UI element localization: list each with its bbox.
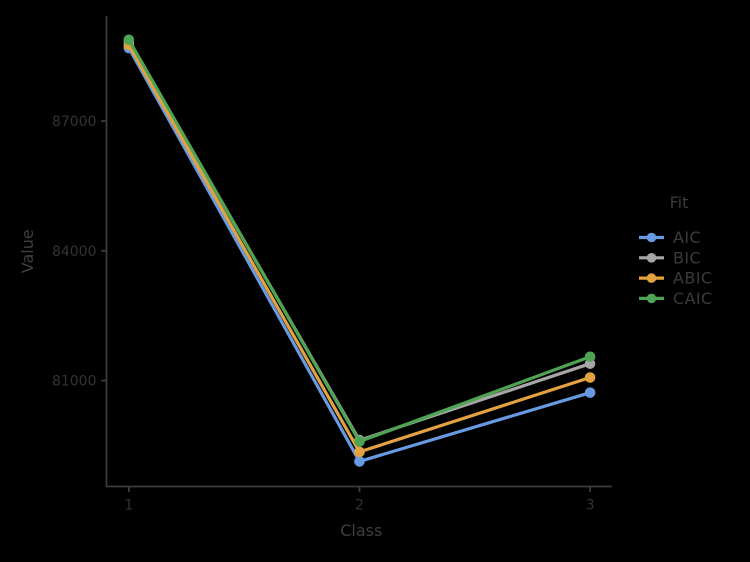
series-point-CAIC	[354, 436, 365, 447]
series-point-AIC	[354, 456, 365, 467]
legend-label-BIC: BIC	[673, 248, 701, 267]
legend-key-point-AIC	[646, 232, 657, 243]
series-point-ABIC	[354, 446, 365, 458]
y-tick-label: 81000	[52, 374, 97, 390]
series-point-AIC	[584, 387, 596, 398]
series-line-ABIC	[127, 43, 592, 454]
legend-title: Fit	[670, 193, 689, 212]
series-line-CAIC	[127, 38, 592, 444]
y-tick-label: 87000	[52, 114, 97, 130]
series-line-BIC	[127, 39, 592, 442]
y-axis-title: Value	[18, 229, 37, 273]
x-axis-title: Class	[340, 521, 382, 540]
x-tick-label: 1	[124, 498, 133, 514]
legend-key-point-CAIC	[646, 293, 657, 304]
legend-key-point-ABIC	[646, 273, 657, 283]
series-point-ABIC	[584, 372, 596, 383]
series-point-CAIC	[123, 34, 135, 46]
x-tick-label: 2	[355, 498, 364, 514]
legend-label-ABIC: ABIC	[673, 269, 712, 288]
y-tick-label: 84000	[52, 244, 97, 260]
x-tick-label: 3	[586, 498, 595, 514]
legend-key-point-BIC	[646, 252, 657, 263]
legend-label-AIC: AIC	[673, 228, 701, 247]
series-point-CAIC	[584, 351, 596, 363]
legend-label-CAIC: CAIC	[673, 289, 713, 308]
